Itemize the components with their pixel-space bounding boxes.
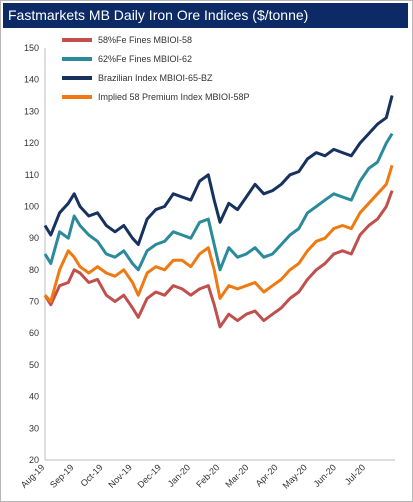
chart-title: Fastmarkets MB Daily Iron Ore Indices ($… xyxy=(8,7,309,23)
series-line-2 xyxy=(43,95,394,246)
y-tick-label: 100 xyxy=(24,201,39,211)
y-tick-label: 150 xyxy=(24,43,39,53)
legend-label: Implied 58 Premium Index MBIOI-58P xyxy=(98,92,250,102)
y-tick-label: 130 xyxy=(24,106,39,116)
legend-label: 62%Fe Fines MBIOI-62 xyxy=(98,54,192,64)
series-lines xyxy=(43,95,394,329)
y-tick-label: 30 xyxy=(29,423,39,433)
y-tick-label: 60 xyxy=(29,328,39,338)
y-tick-label: 70 xyxy=(29,297,39,307)
x-axis: Aug-19 Sep-19 Oct-19 Nov-19 Dec-19 Jan-20 Feb-… xyxy=(19,459,395,491)
y-tick-label: 80 xyxy=(29,265,39,275)
series-line-0 xyxy=(43,190,394,329)
title-bar: Fastmarkets MB Daily Iron Ore Indices ($… xyxy=(3,3,408,28)
x-tick-label: Jan-20 xyxy=(166,462,193,489)
x-tick-label: Jul-20 xyxy=(343,462,367,486)
series-line-3 xyxy=(43,164,394,303)
legend: 58%Fe Fines MBIOI-58 62%Fe Fines MBIOI-62… xyxy=(62,35,250,102)
x-tick-label: Feb-20 xyxy=(194,462,221,489)
x-tick-label: Aug-19 xyxy=(19,462,47,490)
x-tick-label: Jun-20 xyxy=(312,462,339,489)
x-tick-label: Mar-20 xyxy=(223,462,250,489)
y-tick-label: 90 xyxy=(29,233,39,243)
y-tick-label: 140 xyxy=(24,75,39,85)
x-tick-label: Sep-19 xyxy=(48,462,76,490)
y-axis: 20 30 40 50 60 70 80 90 100 110 120 130 140 150 xyxy=(24,43,46,465)
y-tick-label: 110 xyxy=(25,170,39,180)
y-tick-label: 40 xyxy=(29,392,39,402)
series-line-1 xyxy=(43,132,394,272)
legend-label: 58%Fe Fines MBIOI-58 xyxy=(98,35,192,45)
y-tick-label: 50 xyxy=(29,360,39,370)
x-tick-label: Nov-19 xyxy=(106,462,134,490)
y-tick-label: 120 xyxy=(24,138,39,148)
x-tick-label: Oct-19 xyxy=(79,462,105,488)
legend-label: Brazilian Index MBIOI-65-BZ xyxy=(98,73,213,83)
y-tick-label: 20 xyxy=(29,455,39,465)
x-tick-label: Dec-19 xyxy=(135,462,163,490)
x-tick-label: May-20 xyxy=(281,462,309,490)
x-tick-label: Apr-20 xyxy=(254,462,280,488)
